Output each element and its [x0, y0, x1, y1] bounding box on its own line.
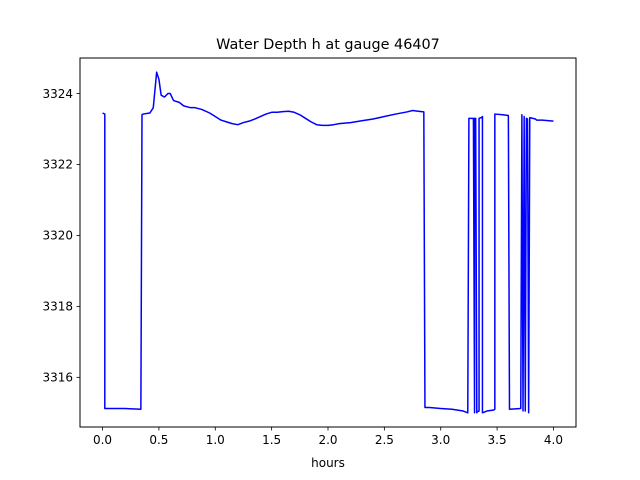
y-tick-label: 3318 [42, 300, 73, 314]
x-tick-label: 3.0 [431, 433, 450, 447]
y-tick-label: 3320 [42, 229, 73, 243]
y-axis: 3316 3318 3320 3322 3324 [42, 87, 80, 385]
x-tick-label: 0.5 [149, 433, 168, 447]
y-tick-label: 3316 [42, 371, 73, 385]
x-tick-label: 2.5 [375, 433, 394, 447]
y-tick-label: 3324 [42, 87, 73, 101]
x-tick-label: 3.5 [488, 433, 507, 447]
x-axis-label: hours [311, 456, 345, 470]
plot-area [102, 71, 554, 414]
x-tick-label: 4.0 [544, 433, 563, 447]
x-tick-label: 0.0 [93, 433, 112, 447]
chart-title: Water Depth h at gauge 46407 [216, 37, 440, 53]
x-tick-label: 2.0 [318, 433, 337, 447]
x-tick-label: 1.5 [262, 433, 281, 447]
x-axis: 0.0 0.5 1.0 1.5 2.0 2.5 3.0 3.5 4.0 [93, 427, 563, 447]
y-tick-label: 3322 [42, 158, 73, 172]
x-tick-label: 1.0 [206, 433, 225, 447]
series-line-0 [102, 71, 554, 414]
